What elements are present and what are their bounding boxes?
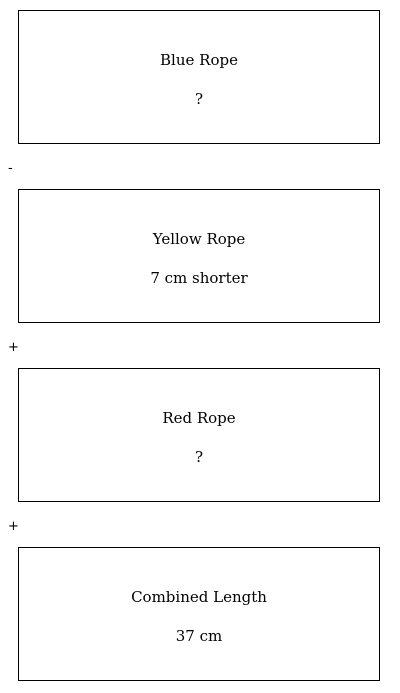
combined-length-box: Combined Length 37 cm <box>18 547 380 681</box>
blue-rope-label: Blue Rope <box>160 51 238 69</box>
blue-rope-value: ? <box>194 90 204 108</box>
combined-length-value: 37 cm <box>175 627 223 645</box>
red-rope-box: Red Rope ? <box>18 368 380 502</box>
yellow-rope-box: Yellow Rope 7 cm shorter <box>18 189 380 323</box>
yellow-rope-label: Yellow Rope <box>152 230 246 248</box>
red-rope-value: ? <box>194 448 204 466</box>
operator-minus: - <box>8 161 13 176</box>
yellow-rope-value: 7 cm shorter <box>150 269 248 287</box>
red-rope-label: Red Rope <box>162 409 236 427</box>
blue-rope-box: Blue Rope ? <box>18 10 380 144</box>
operator-plus-1: + <box>8 340 19 355</box>
combined-length-label: Combined Length <box>131 588 267 606</box>
operator-plus-2: + <box>8 519 19 534</box>
